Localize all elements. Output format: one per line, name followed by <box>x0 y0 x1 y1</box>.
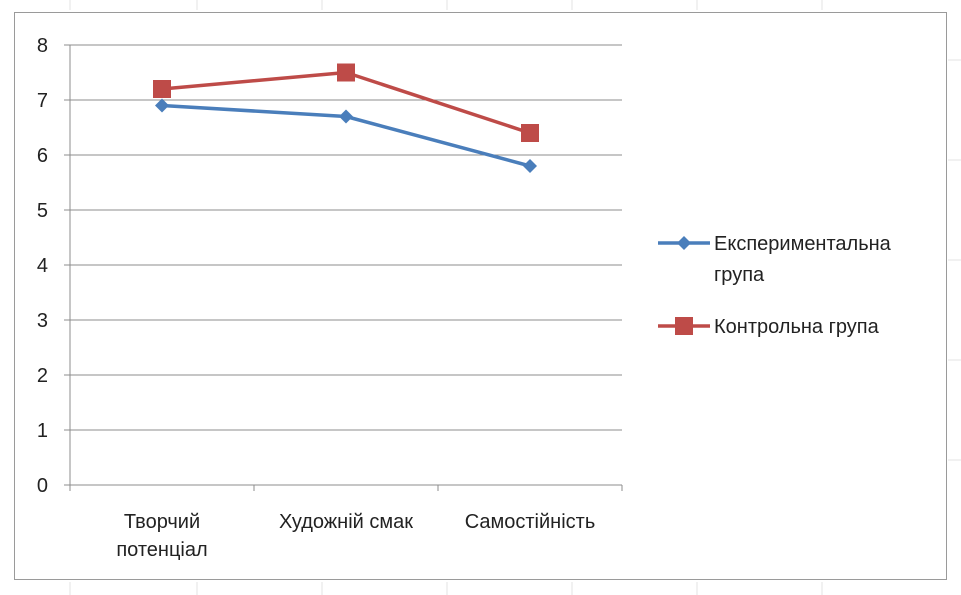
series-lines <box>153 63 539 173</box>
x-category-label: Самостійність <box>465 511 596 533</box>
data-point <box>337 63 355 82</box>
data-point <box>523 159 537 173</box>
gridlines <box>70 44 622 431</box>
legend: Експериментальна група Контрольна група <box>658 233 892 338</box>
y-tick-label: 5 <box>37 200 48 222</box>
x-category-label: Творчий потенціал <box>116 511 207 561</box>
legend-entry: Експериментальна група <box>658 233 892 286</box>
series-1 <box>155 98 537 173</box>
x-axis-category-labels: Творчий потенціал Художній смак Самостійніс… <box>116 511 595 561</box>
x-category-label: Художній смак <box>279 511 413 533</box>
legend-label: Експериментальна група <box>714 233 892 286</box>
y-axis-tick-labels: 0 1 2 3 4 5 6 7 8 <box>37 35 48 497</box>
y-tick-label: 2 <box>37 365 48 387</box>
y-tick-label: 7 <box>37 90 48 112</box>
y-tick-label: 0 <box>37 475 48 497</box>
legend-entry: Контрольна група <box>658 316 880 338</box>
y-tick-label: 6 <box>37 145 48 167</box>
data-point <box>155 98 169 113</box>
y-tick-label: 8 <box>37 35 48 57</box>
axes <box>64 44 623 491</box>
data-point <box>153 80 171 98</box>
data-point <box>339 109 353 124</box>
legend-marker <box>675 317 693 335</box>
data-point <box>521 124 539 142</box>
y-tick-label: 1 <box>37 420 48 442</box>
y-tick-label: 4 <box>37 255 48 277</box>
series-line <box>161 70 531 135</box>
legend-marker <box>677 236 691 250</box>
y-tick-label: 3 <box>37 310 48 332</box>
legend-label: Контрольна група <box>714 316 880 338</box>
series-2 <box>153 63 539 142</box>
